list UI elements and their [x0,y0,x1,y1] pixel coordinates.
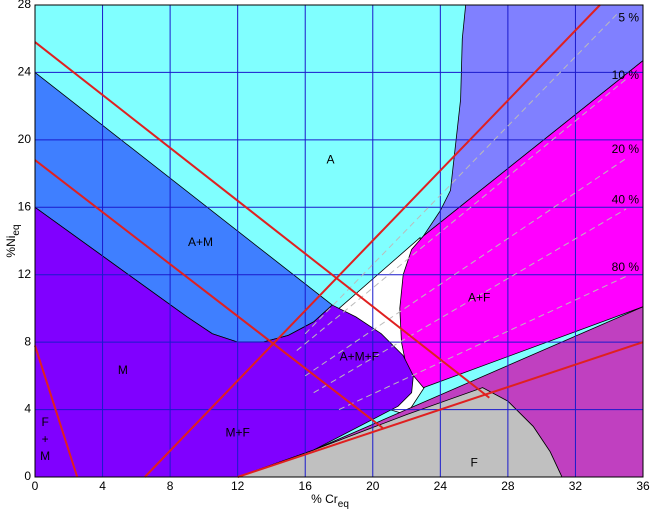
ferrite-label: 20 % [612,142,640,156]
x-axis-label-text: % Cr [311,492,338,506]
x-tick-label: 24 [434,479,448,493]
ferrite-line [338,275,627,411]
ferrite-line [313,208,627,394]
ferrite-line [304,13,619,335]
region-label: + [42,432,49,446]
red-line [34,41,490,399]
x-tick-label: 0 [32,479,39,493]
region-label: F [41,415,48,429]
red-line [237,341,644,478]
x-axis-label: % Creq [311,492,349,509]
y-tick-label: 12 [18,267,32,281]
region-label: A+M+F [340,349,379,363]
y-axis-label-text: %Ni [4,236,18,258]
region-label: M+F [225,425,249,439]
y-tick-label: 16 [18,199,32,213]
ferrite-line [304,157,627,377]
x-axis-label-sub: eq [338,499,349,510]
x-tick-label: 16 [299,479,313,493]
ferrite-label: 40 % [612,193,640,207]
plot-border [34,4,644,478]
region-label: M [40,449,50,463]
y-tick-label: 4 [24,402,31,416]
x-tick-label: 4 [99,479,106,493]
ferrite-label: 80 % [612,260,640,274]
red-line [144,4,601,478]
red-line [34,159,384,429]
region-label: F [470,456,477,470]
ferrite-label: 10 % [612,68,640,82]
region-label: A [327,152,335,166]
y-tick-label: 8 [24,334,31,348]
ferrite-label: 5 % [618,11,639,25]
x-tick-label: 12 [231,479,245,493]
y-axis-label-sub: eq [11,224,22,235]
ferrite-line [296,78,627,351]
region-label: A+F [468,290,490,304]
y-tick-label: 28 [18,0,32,11]
region-label: A+M [188,235,213,249]
plot: 5 % 10 % 20 % 40 % 80 % A A+M M F + M M+F A+M+F A+F F [34,4,644,478]
x-tick-label: 28 [501,479,515,493]
x-tick-label: 32 [569,479,583,493]
region-label: M [118,363,128,377]
x-tick-label: 8 [167,479,174,493]
x-tick-label: 36 [636,479,650,493]
y-tick-label: 20 [18,132,32,146]
y-tick-label: 24 [18,65,32,79]
x-tick-label: 20 [366,479,380,493]
y-axis-label: %Nieq [4,224,21,257]
y-tick-label: 0 [24,469,31,483]
red-line [34,345,79,478]
